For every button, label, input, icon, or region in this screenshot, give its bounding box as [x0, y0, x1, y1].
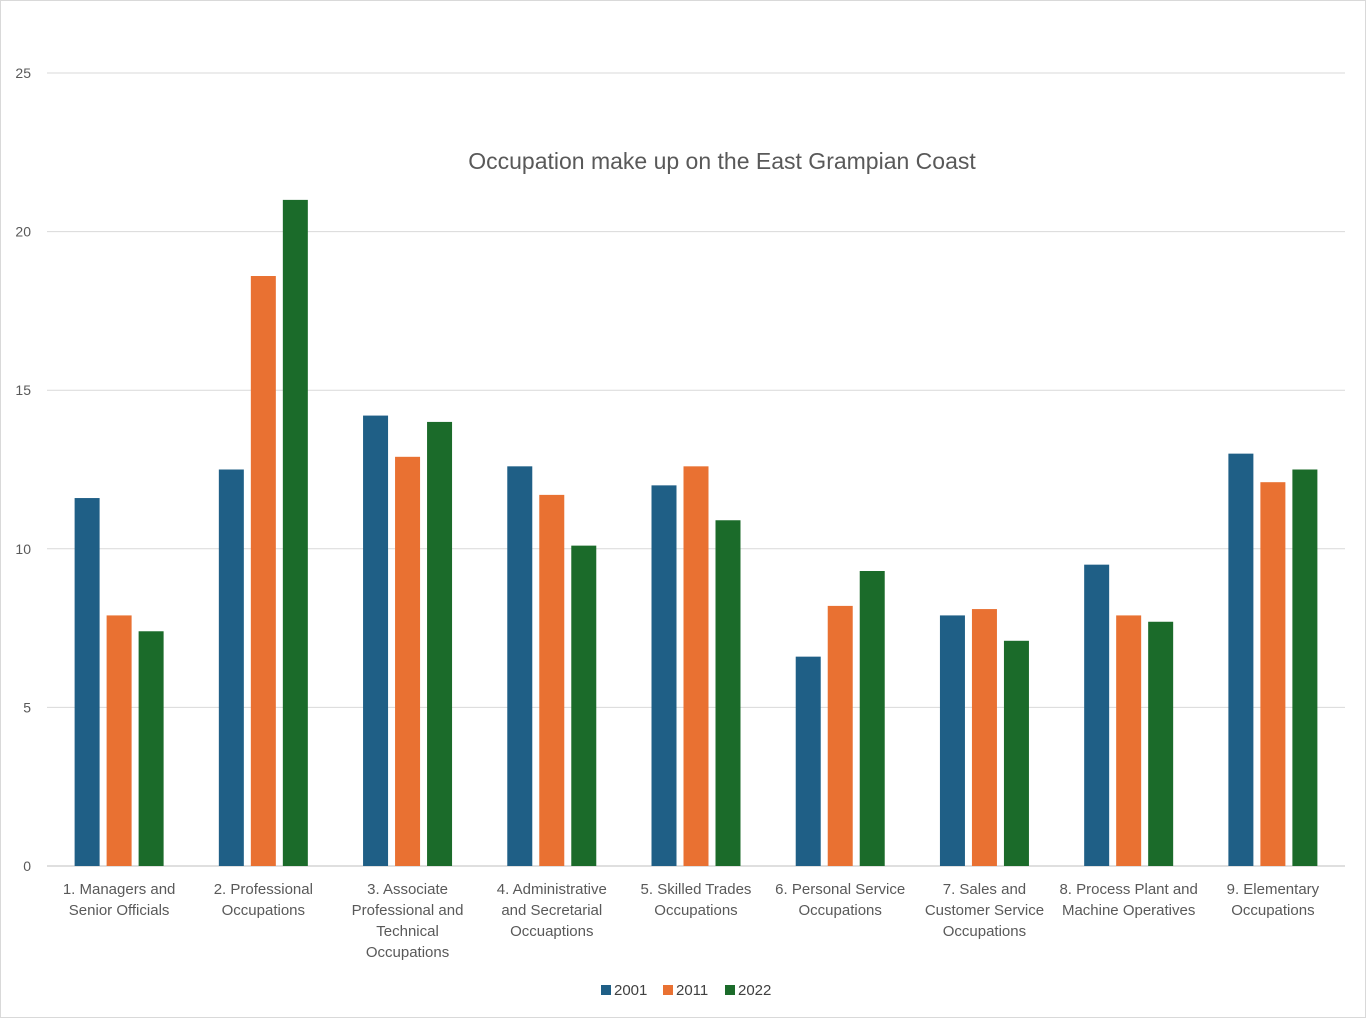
- bar-2022-6: [859, 571, 885, 866]
- bar-2001-2: [218, 469, 244, 866]
- y-tick-label: 20: [15, 224, 31, 240]
- bar-2001-6: [795, 656, 821, 866]
- chart-title: Occupation make up on the East Grampian …: [468, 148, 976, 174]
- category-label: 5. Skilled Trades Occupations: [641, 881, 752, 919]
- y-tick-label: 15: [15, 382, 31, 398]
- category-label: 6. Personal Service Occupations: [775, 881, 905, 919]
- bar-2001-3: [363, 415, 389, 866]
- bar-2001-1: [74, 498, 100, 866]
- bar-2001-8: [1084, 564, 1110, 866]
- category-label: 2. Professional Occupations: [214, 881, 313, 919]
- bar-2011-5: [683, 466, 709, 866]
- bar-2001-5: [651, 485, 677, 866]
- y-axis-ticks: 0 5 10 15 20 25: [15, 65, 31, 874]
- bar-2011-9: [1260, 482, 1286, 866]
- legend: 2001 2011 2022: [601, 982, 771, 999]
- y-tick-label: 25: [15, 65, 31, 81]
- legend-swatch-2022: [725, 985, 735, 995]
- bar-2011-4: [539, 494, 565, 866]
- category-label: 9. Elementary Occupations: [1227, 881, 1320, 919]
- bar-2022-8: [1148, 621, 1174, 866]
- category-label: 7. Sales and Customer Service Occupations: [925, 881, 1044, 940]
- category-label: 4. Administrative and Secretarial Occuapti…: [497, 881, 607, 940]
- bar-2011-6: [827, 605, 853, 866]
- bar-2022-7: [1003, 640, 1029, 866]
- bar-2011-8: [1116, 615, 1142, 866]
- bar-2022-1: [138, 631, 164, 866]
- bar-2022-5: [715, 520, 741, 866]
- bar-2001-4: [507, 466, 533, 866]
- bar-2022-4: [571, 545, 597, 866]
- bar-2001-7: [939, 615, 965, 866]
- bars: [74, 199, 1318, 866]
- legend-swatch-2011: [663, 985, 673, 995]
- bar-2001-9: [1228, 453, 1254, 866]
- legend-swatch-2001: [601, 985, 611, 995]
- legend-label-2011: 2011: [676, 982, 708, 999]
- bar-2011-3: [395, 456, 421, 866]
- y-tick-label: 5: [23, 699, 31, 715]
- bar-2011-1: [106, 615, 132, 866]
- y-tick-label: 0: [23, 858, 31, 874]
- category-label: 1. Managers and Senior Officials: [63, 881, 176, 919]
- bar-2011-2: [250, 276, 276, 866]
- legend-label-2001: 2001: [614, 982, 647, 999]
- y-tick-label: 10: [15, 541, 31, 557]
- category-label: 8. Process Plant and Machine Operatives: [1059, 881, 1197, 919]
- bar-2022-3: [427, 421, 453, 866]
- bar-2022-9: [1292, 469, 1318, 866]
- bar-2022-2: [282, 199, 308, 866]
- legend-label-2022: 2022: [738, 982, 771, 999]
- category-label: 3. Associate Professional and Technical Occ…: [352, 881, 464, 961]
- x-axis-labels: 1. Managers and Senior Officials 2. Profes…: [63, 881, 1320, 961]
- bar-2011-7: [971, 609, 997, 866]
